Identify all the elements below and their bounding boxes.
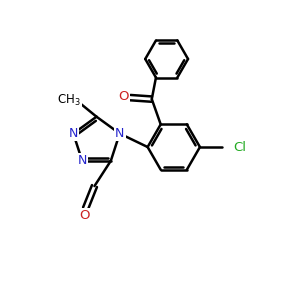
Text: N: N (69, 127, 78, 140)
Text: N: N (77, 154, 87, 167)
Text: N: N (115, 127, 124, 140)
Text: O: O (79, 209, 89, 222)
Text: O: O (118, 90, 129, 103)
Text: Cl: Cl (233, 140, 247, 154)
Text: CH$_3$: CH$_3$ (57, 93, 81, 108)
